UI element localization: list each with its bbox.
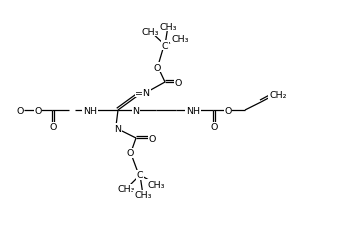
Text: O: O bbox=[224, 106, 232, 115]
Text: N: N bbox=[132, 106, 139, 115]
Text: O: O bbox=[49, 123, 57, 132]
Text: C: C bbox=[162, 41, 168, 50]
Text: O: O bbox=[153, 63, 161, 72]
Text: CH₃: CH₃ bbox=[159, 22, 177, 31]
Text: CH₂: CH₂ bbox=[269, 90, 287, 99]
Text: O: O bbox=[126, 149, 134, 158]
Text: CH₃: CH₃ bbox=[147, 180, 165, 189]
Text: O: O bbox=[148, 134, 156, 143]
Text: CH₃: CH₃ bbox=[134, 191, 152, 200]
Text: O: O bbox=[16, 106, 24, 115]
Text: NH: NH bbox=[83, 106, 97, 115]
Text: N: N bbox=[115, 124, 121, 133]
Text: C: C bbox=[137, 171, 143, 180]
Text: CH₃: CH₃ bbox=[171, 34, 189, 43]
Text: O: O bbox=[34, 106, 42, 115]
Text: =N: =N bbox=[136, 88, 150, 97]
Text: CH₃: CH₃ bbox=[141, 27, 159, 36]
Text: O: O bbox=[210, 123, 218, 132]
Text: NH: NH bbox=[186, 106, 200, 115]
Text: CH₃: CH₃ bbox=[117, 185, 135, 194]
Text: O: O bbox=[174, 78, 182, 87]
